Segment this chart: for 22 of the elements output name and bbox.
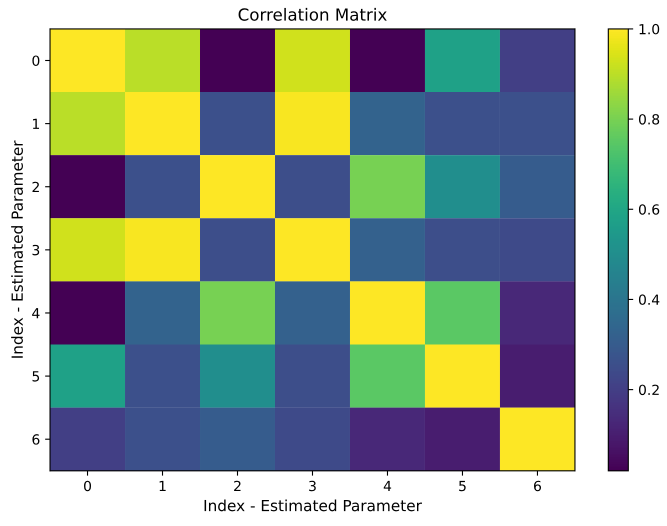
x-tick-label: 3: [309, 480, 316, 492]
y-tick-label: 4: [32, 308, 40, 318]
color-bar-label: 1.0: [640, 24, 660, 34]
y-tick-label: 5: [32, 371, 40, 382]
x-tick-label: 5: [459, 480, 466, 492]
y-tick-label: 3: [32, 244, 40, 256]
x-tick-label: 0: [84, 480, 92, 492]
x-axis-title: Index - Estimated Parameter: [204, 499, 422, 512]
chart-title: Correlation Matrix: [238, 8, 387, 21]
color-bar-label: 0.8: [638, 114, 660, 125]
y-tick-label: 2: [32, 182, 39, 192]
color-bar-label: 0.6: [638, 204, 660, 215]
y-axis-title: Index - Estimated Parameter: [11, 140, 23, 358]
x-tick-label: 2: [234, 480, 241, 492]
y-tick-label: 0: [32, 55, 40, 66]
color-bar-label: 0.2: [638, 384, 659, 396]
x-tick-label: 1: [160, 480, 166, 492]
y-tick-label: 1: [32, 118, 40, 129]
x-tick-label: 4: [384, 480, 392, 492]
y-tick-label: 6: [32, 434, 40, 445]
x-tick-label: 6: [534, 480, 542, 492]
color-bar-label: 0.4: [638, 294, 660, 305]
